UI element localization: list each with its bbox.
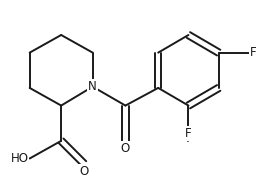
Text: F: F [250, 46, 257, 59]
Text: F: F [185, 127, 192, 140]
Text: O: O [79, 165, 89, 178]
Text: HO: HO [10, 152, 28, 165]
Text: O: O [121, 142, 130, 155]
Text: N: N [88, 80, 97, 93]
